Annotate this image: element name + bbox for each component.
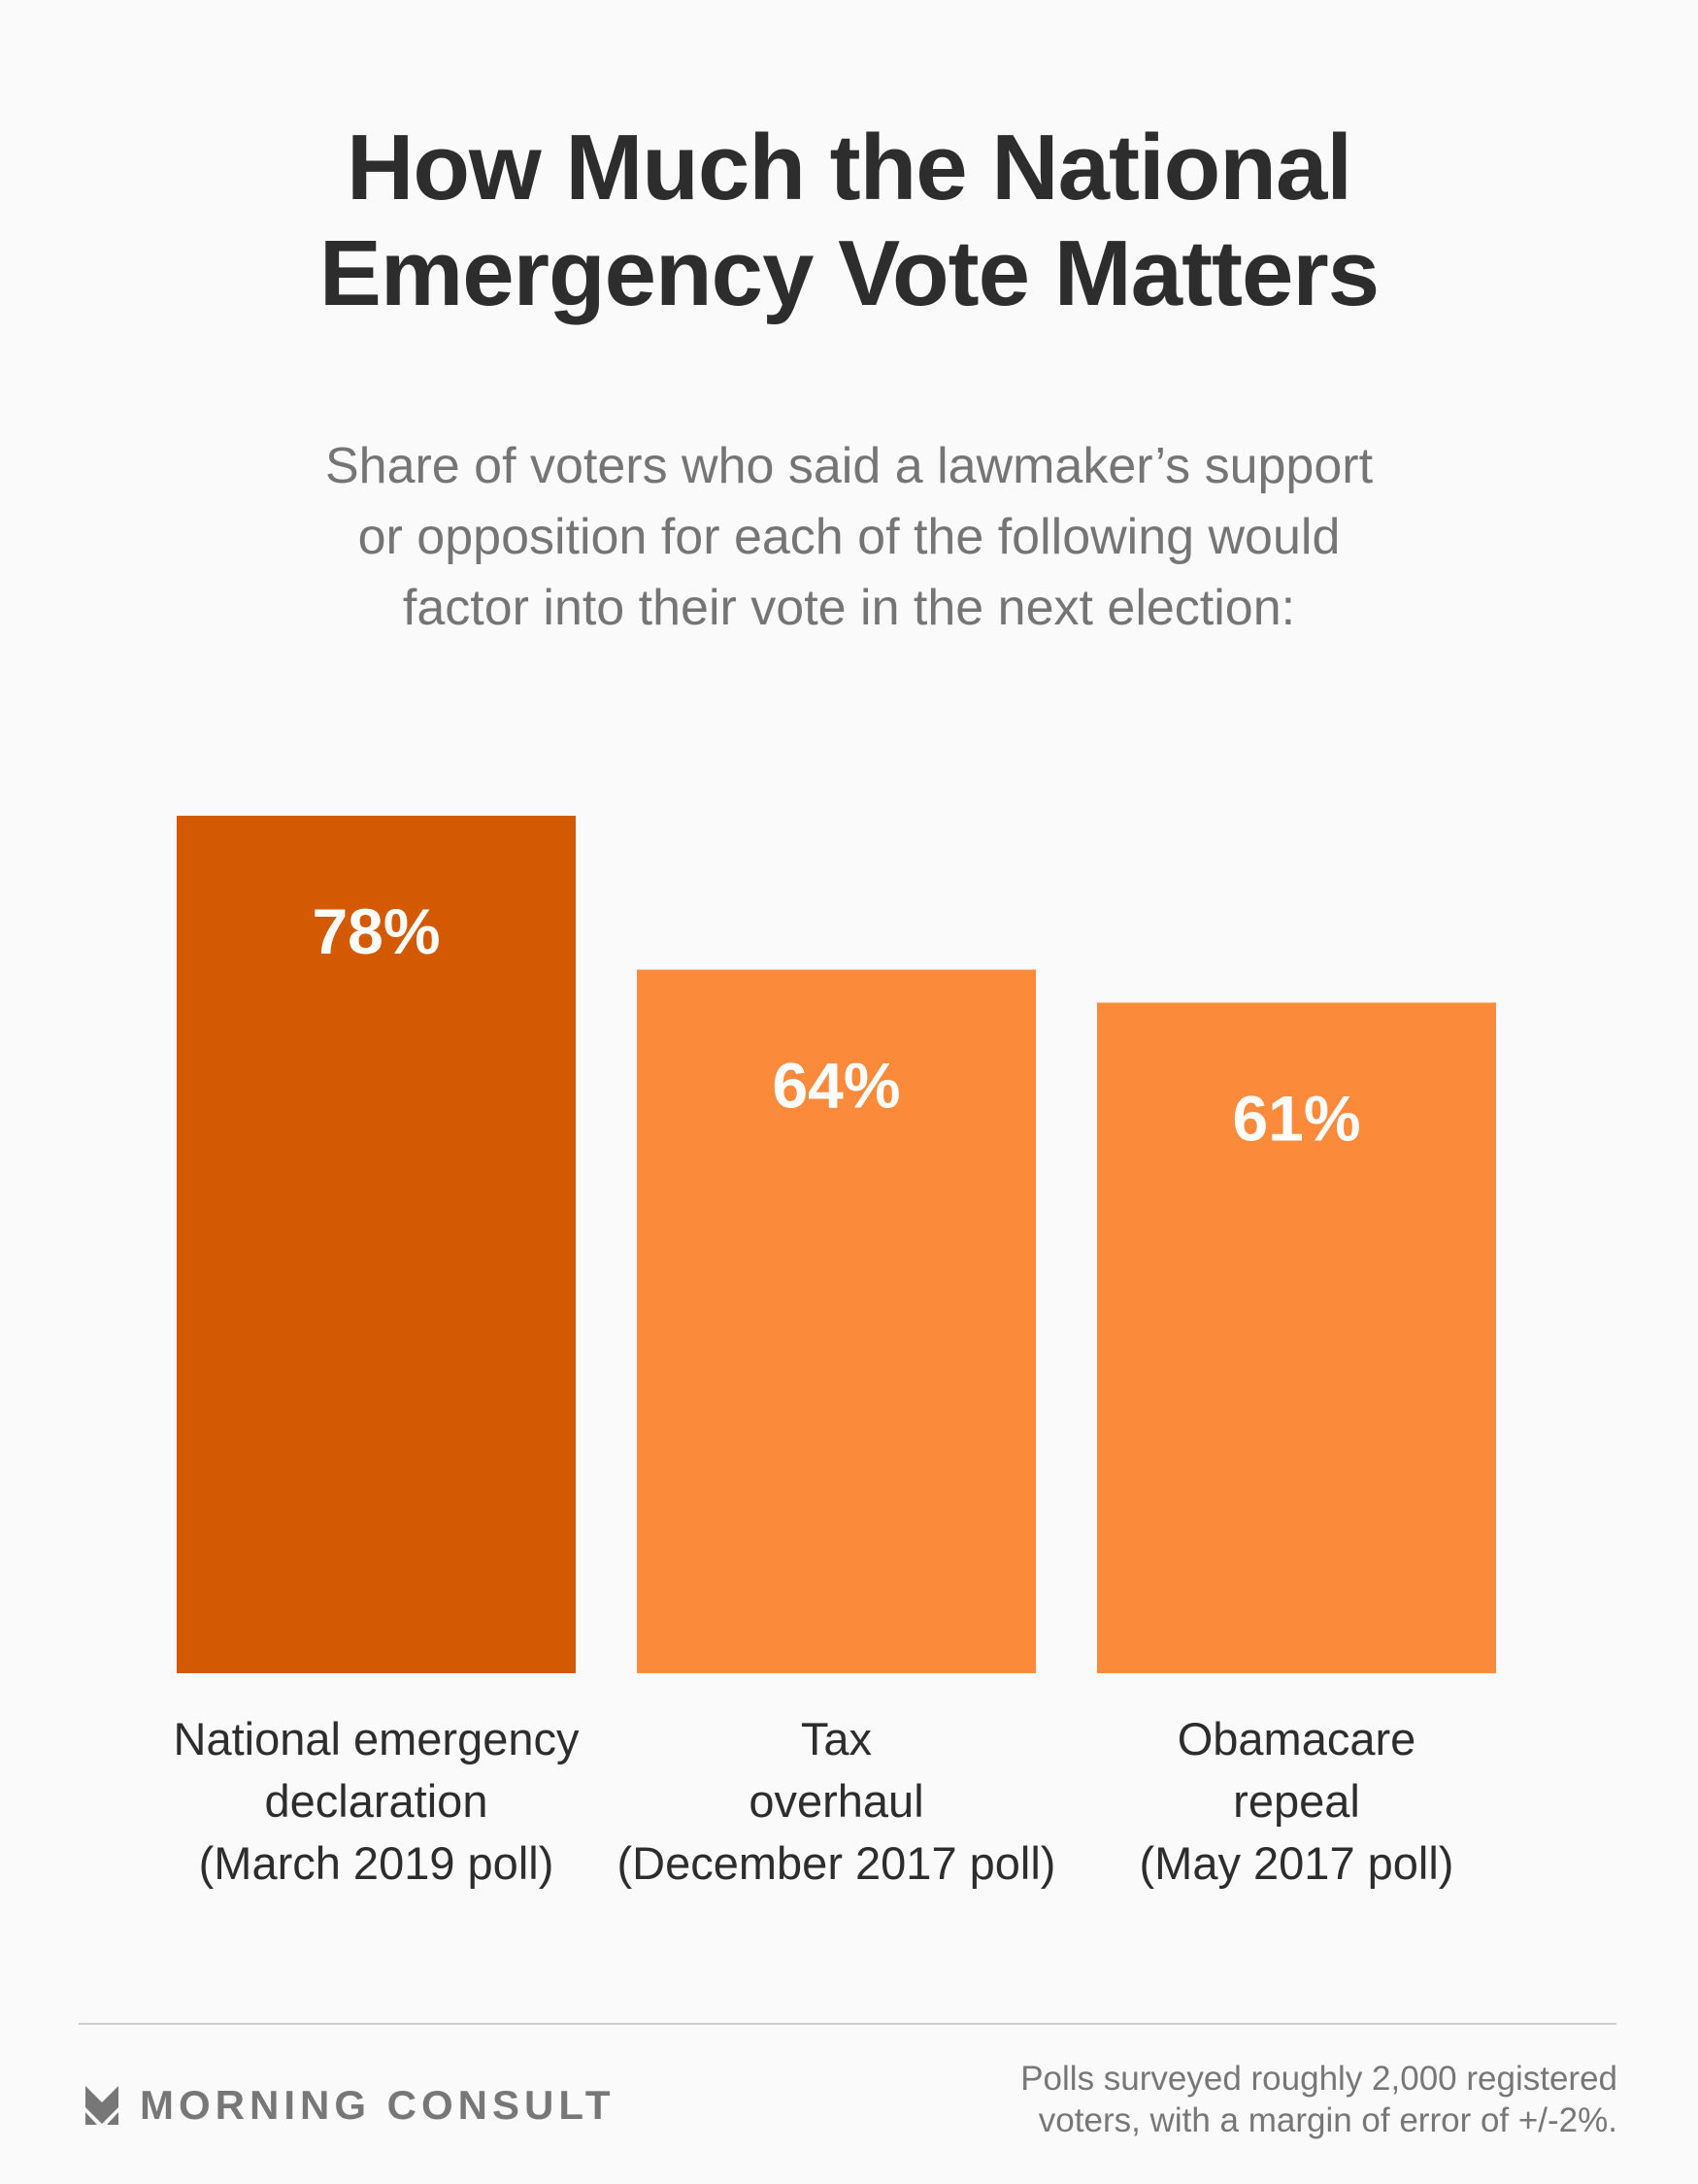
category-label: Obamacare xyxy=(1178,1713,1416,1764)
footer-divider xyxy=(79,2023,1616,2025)
morning-consult-logo-icon xyxy=(85,2086,118,2125)
chart-subtitle-line-3: factor into their vote in the next elect… xyxy=(402,580,1296,636)
methodology-note-line-2: voters, with a margin of error of +/-2%. xyxy=(1038,2101,1617,2139)
bar-value-label: 61% xyxy=(1232,1082,1360,1154)
category-label: overhaul xyxy=(749,1775,923,1827)
bar-group: 64% Tax overhaul (December 2017 poll) xyxy=(617,969,1056,1889)
chart-subtitle-line-1: Share of voters who said a lawmaker’s su… xyxy=(324,438,1374,494)
bar xyxy=(1097,1002,1496,1673)
category-label: Tax xyxy=(801,1713,872,1764)
category-label: declaration xyxy=(265,1775,488,1827)
logo-chevron-top xyxy=(85,2086,118,2124)
chart-title-line-1: How Much the National xyxy=(347,116,1352,219)
chart-title: How Much the National Emergency Vote Mat… xyxy=(0,115,1698,326)
category-label: (May 2017 poll) xyxy=(1140,1837,1454,1889)
chart-subtitle-line-2: or opposition for each of the following … xyxy=(357,509,1341,565)
chart-subtitle: Share of voters who said a lawmaker’s su… xyxy=(0,431,1698,644)
bar-value-label: 78% xyxy=(312,895,440,967)
bar xyxy=(637,969,1036,1673)
bar-chart: 78% National emergency declaration (March 2… xyxy=(174,816,1496,1889)
brand-name: MORNING CONSULT xyxy=(140,2082,616,2128)
bar-group: 61% Obamacare repeal (May 2017 poll) xyxy=(1097,1002,1496,1889)
methodology-note-line-1: Polls surveyed roughly 2,000 registered xyxy=(1020,2060,1617,2098)
category-label: (December 2017 poll) xyxy=(617,1837,1056,1889)
bar xyxy=(177,816,576,1673)
logo-chevron-right xyxy=(107,2112,118,2125)
logo-chevron-left xyxy=(85,2112,97,2125)
category-label: (March 2019 poll) xyxy=(199,1837,554,1889)
chart-title-line-2: Emergency Vote Matters xyxy=(318,221,1380,325)
category-label: National emergency xyxy=(174,1713,580,1764)
methodology-note: Polls surveyed roughly 2,000 registered … xyxy=(1020,2058,1617,2141)
category-label: repeal xyxy=(1233,1775,1360,1827)
brand-logo: MORNING CONSULT xyxy=(85,2082,616,2128)
bar-group: 78% National emergency declaration (March 2… xyxy=(174,816,580,1889)
bar-value-label: 64% xyxy=(772,1050,900,1122)
